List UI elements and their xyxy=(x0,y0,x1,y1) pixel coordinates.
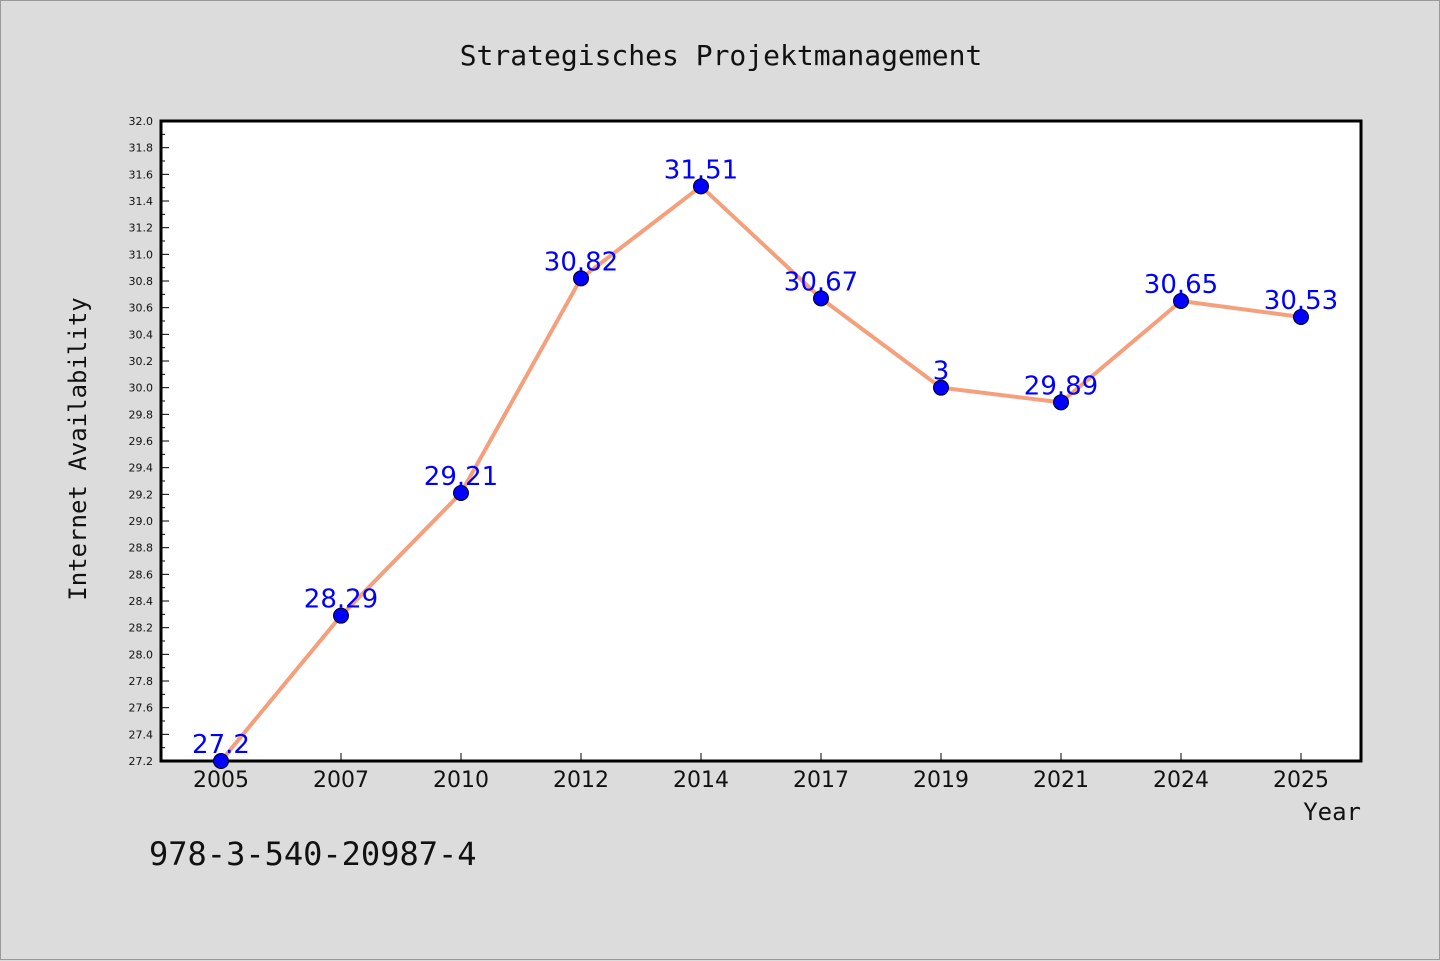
y-tick-label: 28.6 xyxy=(129,568,154,581)
data-label: 29.21 xyxy=(424,462,498,492)
y-tick-label: 28.0 xyxy=(129,648,154,661)
y-tick-label: 30.0 xyxy=(129,382,154,395)
x-tick-label: 2010 xyxy=(433,768,489,793)
data-point xyxy=(1053,394,1069,411)
data-point xyxy=(453,485,469,501)
data-point xyxy=(693,178,709,195)
y-tick-label: 29.6 xyxy=(129,435,154,448)
x-tick-label: 2021 xyxy=(1033,768,1089,793)
data-label: 3 xyxy=(933,357,950,387)
y-tick-label: 29.2 xyxy=(129,488,154,501)
series-line xyxy=(219,184,1302,763)
plot-area xyxy=(159,119,1363,763)
y-tick-label: 27.2 xyxy=(129,755,154,768)
x-tick-label: 2017 xyxy=(793,768,849,793)
y-tick-label: 31.2 xyxy=(129,222,154,235)
data-point xyxy=(213,753,229,769)
data-point xyxy=(933,379,949,396)
data-point xyxy=(333,607,349,624)
data-label: 28.29 xyxy=(304,585,378,615)
data-label: 30.82 xyxy=(544,247,618,277)
y-tick-label: 27.8 xyxy=(129,675,154,688)
data-point xyxy=(1173,293,1189,309)
data-label: 30.65 xyxy=(1144,270,1218,300)
y-tick-label: 32.0 xyxy=(129,115,154,128)
chart-title: Strategisches Projektmanagement xyxy=(460,39,983,72)
y-tick-label: 31.4 xyxy=(129,195,154,208)
y-tick-label: 29.4 xyxy=(129,462,154,475)
y-tick-label: 28.8 xyxy=(129,542,154,555)
x-axis: 2005 2007 2010 2012 2014 2017 2019 2021 2024 2025 xyxy=(193,753,1329,793)
y-tick-label: 28.4 xyxy=(129,595,154,608)
y-tick-label: 28.2 xyxy=(129,622,154,635)
x-tick-label: 2007 xyxy=(313,768,369,793)
x-tick-label: 2014 xyxy=(673,768,729,793)
data-label: 29.89 xyxy=(1024,371,1098,401)
x-axis-label: Year xyxy=(1303,798,1361,826)
x-tick-label: 2012 xyxy=(553,768,609,793)
data-label: 27.2 xyxy=(192,730,250,760)
y-tick-label: 29.8 xyxy=(129,408,154,421)
y-tick-label: 27.4 xyxy=(129,728,154,741)
y-tick-label: 27.6 xyxy=(129,702,154,715)
y-tick-label: 30.8 xyxy=(129,275,154,288)
y-tick-label: 29.0 xyxy=(129,515,154,528)
y-tick-label: 30.2 xyxy=(129,355,154,368)
y-tick-label: 30.6 xyxy=(129,302,154,315)
y-tick-label: 31.6 xyxy=(129,168,154,181)
data-label: 31.51 xyxy=(664,155,738,185)
data-point xyxy=(813,290,829,307)
data-point xyxy=(1293,309,1309,325)
x-tick-label: 2025 xyxy=(1273,768,1329,793)
y-axis: 27.2 27.4 27.6 27.8 28.0 28.2 28.4 28.6 28.8 29.0… xyxy=(129,115,169,768)
data-label: 30.67 xyxy=(784,267,858,297)
x-tick-label: 2019 xyxy=(913,768,969,793)
y-tick-label: 30.4 xyxy=(129,328,154,341)
data-label: 30.53 xyxy=(1264,286,1338,316)
x-tick-label: 2005 xyxy=(193,768,249,793)
series-group: 27.2 28.29 29.21 30.82 31.51 30.67 3 29.89 30.65… xyxy=(192,155,1338,769)
y-tick-label: 31.0 xyxy=(129,248,154,261)
y-axis-label: Internet Availability xyxy=(64,297,92,600)
isbn-footnote: 978-3-540-20987-4 xyxy=(149,835,477,873)
x-tick-label: 2024 xyxy=(1153,768,1209,793)
y-tick-label: 31.8 xyxy=(129,142,154,155)
data-point xyxy=(573,270,589,287)
